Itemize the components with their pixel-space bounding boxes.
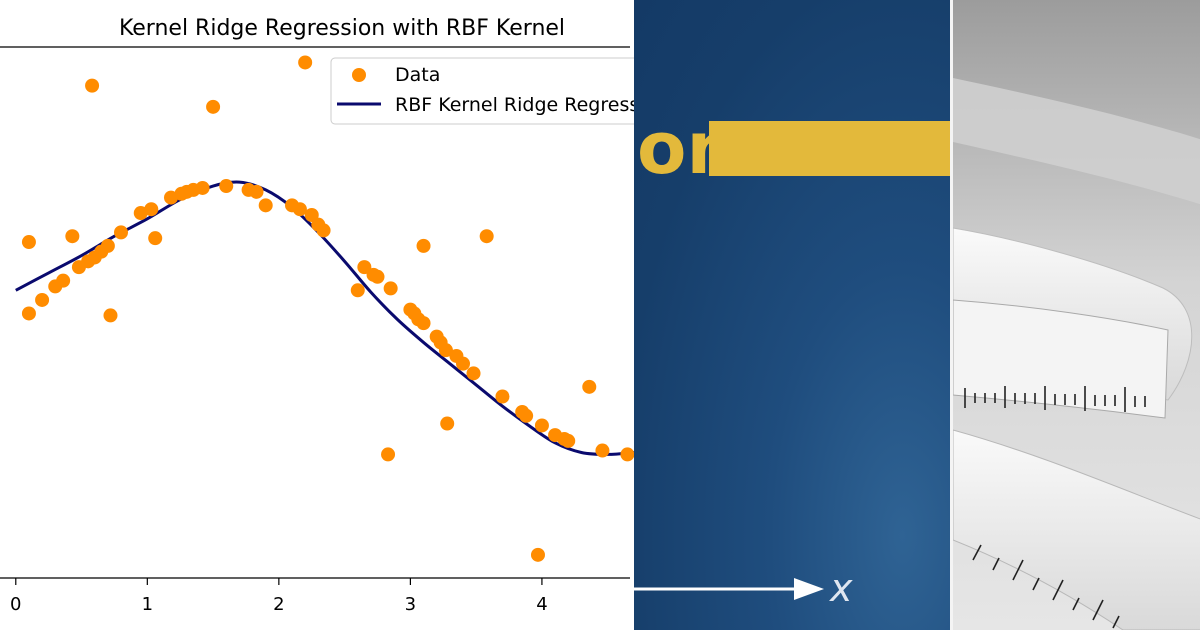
- data-point: [534, 418, 549, 433]
- tape-bottom-ticks: [972, 544, 1120, 629]
- data-point: [258, 198, 273, 213]
- data-point: [495, 389, 510, 404]
- data-point: [416, 238, 431, 253]
- data-point: [440, 416, 455, 431]
- data-point: [350, 283, 365, 298]
- tape-bottom: [953, 429, 1200, 630]
- data-point: [561, 433, 576, 448]
- legend-label-line: RBF Kernel Ridge Regression: [395, 94, 634, 116]
- chart-title: Kernel Ridge Regression with RBF Kernel: [119, 16, 565, 41]
- x-tick-label: 4: [536, 594, 547, 615]
- data-point: [530, 547, 545, 562]
- data-point: [595, 443, 610, 458]
- data-point: [249, 184, 264, 199]
- tape-top: [953, 78, 1200, 205]
- data-point: [65, 229, 80, 244]
- slide-panel: on x: [634, 0, 950, 630]
- tape-measure-illustration: [953, 0, 1200, 630]
- regression-line: [15, 180, 634, 456]
- data-point: [56, 273, 71, 288]
- chart-svg: Kernel Ridge Regression with RBF Kernel …: [0, 16, 634, 615]
- data-point: [381, 447, 396, 462]
- axis-label-x: x: [830, 566, 853, 610]
- data-point: [519, 408, 534, 423]
- data-point: [416, 316, 431, 331]
- data-point: [582, 379, 597, 394]
- data-point: [144, 202, 159, 217]
- data-point: [383, 281, 398, 296]
- data-point: [206, 99, 221, 114]
- data-point: [85, 78, 100, 93]
- data-points-layer: [21, 55, 634, 562]
- data-point: [466, 366, 481, 381]
- data-point: [148, 231, 163, 246]
- data-point: [114, 225, 129, 240]
- data-point: [35, 292, 50, 307]
- legend-frame: [330, 57, 634, 125]
- data-point: [195, 180, 210, 195]
- x-tick-label: 0: [10, 594, 21, 615]
- legend-data-marker: [352, 68, 366, 82]
- data-point: [100, 238, 115, 253]
- data-point: [298, 55, 313, 70]
- data-point: [163, 190, 178, 205]
- data-point: [370, 269, 385, 284]
- chart-panel: Kernel Ridge Regression with RBF Kernel …: [0, 16, 634, 615]
- accent-bar: [709, 121, 950, 176]
- data-point: [479, 229, 494, 244]
- x-tick-label: 3: [405, 594, 416, 615]
- data-point: [456, 356, 471, 371]
- axis-arrow-head: [794, 578, 824, 600]
- data-point: [357, 260, 372, 275]
- data-point: [21, 235, 36, 250]
- data-point: [438, 343, 453, 358]
- x-tick-label: 1: [142, 594, 153, 615]
- regression-line-layer: [15, 180, 634, 456]
- data-point: [620, 447, 634, 462]
- data-point: [21, 306, 36, 321]
- data-point: [316, 223, 331, 238]
- legend-label-data: Data: [395, 64, 440, 86]
- data-point: [103, 308, 118, 323]
- x-tick-label: 2: [273, 594, 284, 615]
- axis-arrow: [634, 578, 824, 600]
- data-point: [292, 202, 307, 217]
- tape-measure-photo: [950, 0, 1200, 630]
- data-point: [219, 179, 234, 194]
- x-axis-ticks: 0 1 2 3 4: [10, 578, 548, 615]
- legend: Data RBF Kernel Ridge Regression: [330, 57, 634, 125]
- tape-ticks: [964, 386, 1146, 412]
- data-point: [133, 206, 148, 221]
